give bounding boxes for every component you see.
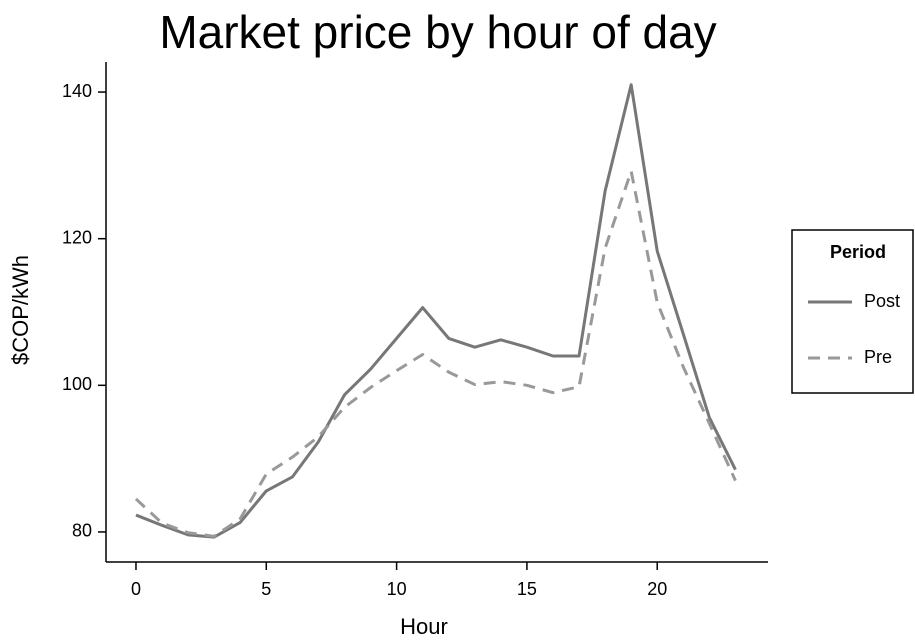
chart-title: Market price by hour of day: [159, 6, 716, 58]
legend-title: Period: [830, 242, 886, 262]
legend-box: [791, 229, 914, 394]
y-tick-label: 80: [72, 521, 92, 541]
y-axis-label: $COP/kWh: [8, 255, 33, 365]
x-tick-label: 15: [517, 579, 537, 599]
x-tick-label: 0: [131, 579, 141, 599]
x-tick-label: 10: [387, 579, 407, 599]
legend-label: Post: [864, 291, 900, 311]
line-series: [135, 83, 737, 539]
line-series: [134, 169, 737, 538]
y-tick-label: 120: [62, 227, 92, 247]
x-tick-label: 5: [261, 579, 271, 599]
y-tick-label: 140: [62, 81, 92, 101]
y-tick-label: 100: [62, 374, 92, 394]
x-axis-label: Hour: [400, 614, 448, 639]
legend-label: Pre: [864, 347, 892, 367]
x-tick-label: 20: [647, 579, 667, 599]
